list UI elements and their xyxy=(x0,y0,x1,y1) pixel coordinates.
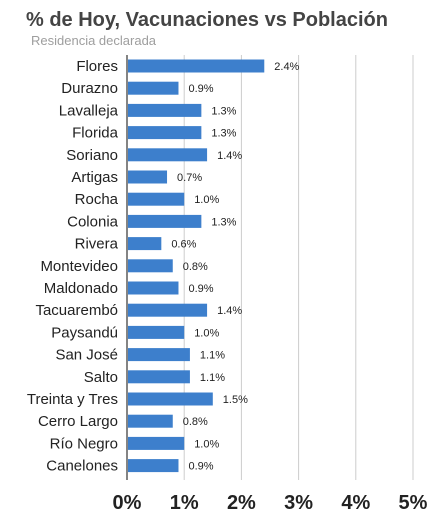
category-label: Colonia xyxy=(67,213,119,230)
bar xyxy=(128,325,185,339)
category-label: Cerro Largo xyxy=(38,413,118,430)
category-label: Florida xyxy=(72,125,119,142)
value-label: 1.1% xyxy=(200,350,225,362)
x-tick-label: 3% xyxy=(284,492,313,514)
x-tick-label: 1% xyxy=(170,492,199,514)
category-label: Rocha xyxy=(75,191,119,208)
category-label: San José xyxy=(55,347,118,364)
category-label: Soriano xyxy=(66,147,118,164)
bar xyxy=(128,259,173,273)
bar xyxy=(128,392,213,406)
category-label: Paysandú xyxy=(51,324,118,341)
bar xyxy=(128,126,202,140)
value-label: 1.4% xyxy=(217,305,242,317)
bar xyxy=(128,303,208,317)
value-label: 0.9% xyxy=(188,83,213,95)
category-label: Artigas xyxy=(71,169,118,186)
value-label: 1.0% xyxy=(194,327,219,339)
x-tick-label: 5% xyxy=(399,492,428,514)
category-label: Lavalleja xyxy=(59,102,119,119)
value-label: 0.8% xyxy=(183,261,208,273)
value-label: 0.7% xyxy=(177,172,202,184)
bar xyxy=(128,414,173,428)
chart-subtitle: Residencia declarada xyxy=(31,33,157,48)
value-label: 1.0% xyxy=(194,438,219,450)
bar xyxy=(128,237,162,251)
x-tick-label: 0% xyxy=(113,492,142,514)
bar xyxy=(128,348,190,362)
value-label: 0.9% xyxy=(188,461,213,473)
x-tick-label: 2% xyxy=(227,492,256,514)
category-label: Salto xyxy=(84,369,118,386)
category-label: Río Negro xyxy=(50,435,118,452)
bar xyxy=(128,214,202,228)
value-label: 1.0% xyxy=(194,194,219,206)
bar xyxy=(128,148,208,162)
gridlines xyxy=(126,55,414,480)
category-labels: Flores Durazno Lavalleja Florida Soriano Arti… xyxy=(27,58,119,475)
category-label: Rivera xyxy=(75,236,119,253)
x-axis-ticks: 0% 1% 2% 3% 4% 5% xyxy=(113,492,428,514)
bar xyxy=(128,281,179,295)
value-label: 1.3% xyxy=(211,128,236,140)
category-label: Flores xyxy=(76,58,118,75)
value-label: 1.3% xyxy=(211,105,236,117)
bar xyxy=(128,59,265,73)
category-label: Montevideo xyxy=(40,258,118,275)
x-tick-label: 4% xyxy=(341,492,370,514)
bar xyxy=(128,370,190,384)
value-label: 1.5% xyxy=(223,394,248,406)
bar xyxy=(128,459,179,473)
bar xyxy=(128,103,202,117)
category-label: Treinta y Tres xyxy=(27,391,118,408)
bar xyxy=(128,81,179,95)
value-label: 1.1% xyxy=(200,372,225,384)
value-label: 1.4% xyxy=(217,150,242,162)
category-label: Canelones xyxy=(46,458,118,475)
value-label: 1.3% xyxy=(211,216,236,228)
bar xyxy=(128,170,168,184)
value-label: 0.6% xyxy=(171,239,196,251)
chart-title: % de Hoy, Vacunaciones vs Población xyxy=(26,9,388,31)
category-label: Maldonado xyxy=(44,280,118,297)
bar xyxy=(128,436,185,450)
value-labels: 2.4% 0.9% 1.3% 1.3% 1.4% 0.7% 1.0% 1.3% 0.6% 0.8%… xyxy=(171,61,299,473)
value-label: 0.8% xyxy=(183,416,208,428)
value-label: 2.4% xyxy=(274,61,299,73)
bars xyxy=(128,59,265,473)
bar xyxy=(128,192,185,206)
category-label: Tacuarembó xyxy=(35,302,118,319)
category-label: Durazno xyxy=(61,80,118,97)
value-label: 0.9% xyxy=(188,283,213,295)
